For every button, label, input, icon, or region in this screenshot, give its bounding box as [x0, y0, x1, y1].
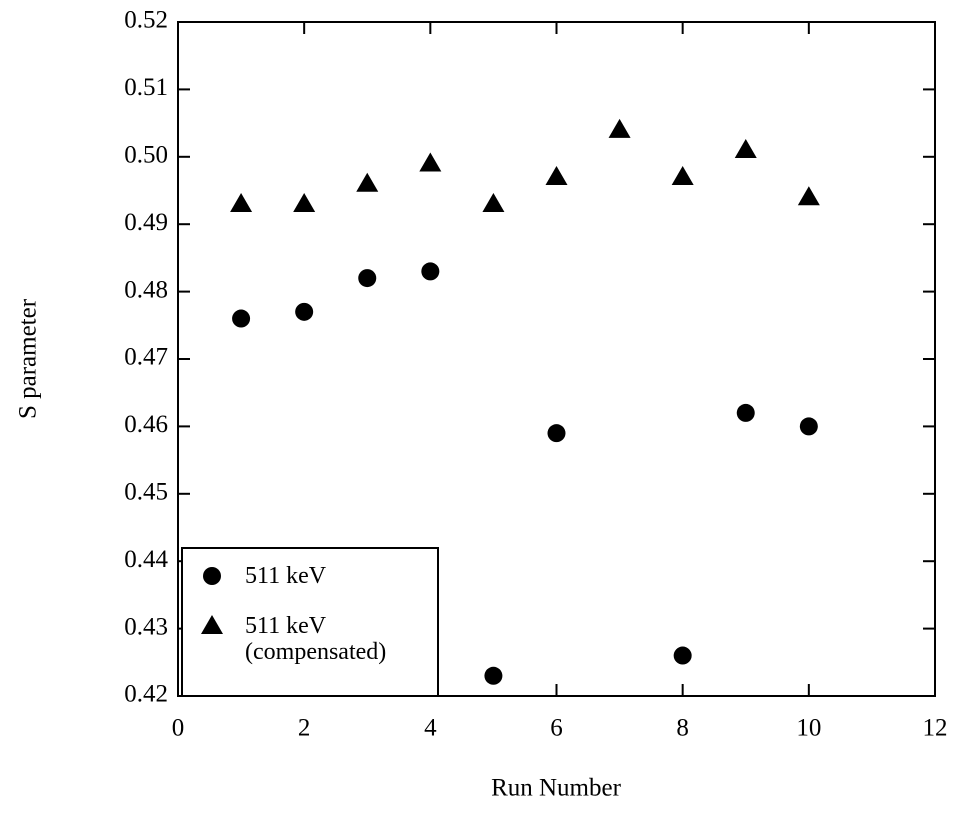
legend-label: 511 keV [245, 563, 327, 589]
x-tick-label: 8 [676, 715, 689, 742]
y-tick-label: 0.44 [124, 546, 168, 573]
marker-triangle [201, 615, 223, 634]
y-tick-label: 0.46 [124, 411, 168, 438]
marker-circle [295, 302, 314, 321]
marker-triangle [356, 172, 379, 192]
x-tick-label: 12 [923, 715, 948, 742]
legend-marker [203, 567, 221, 585]
marker-circle [736, 403, 755, 422]
marker-triangle [230, 192, 253, 212]
marker-circle [358, 269, 377, 288]
y-tick-label: 0.45 [124, 479, 168, 506]
y-axis-label: S parameter [15, 298, 42, 419]
marker-triangle [797, 186, 820, 206]
marker-triangle [293, 192, 316, 212]
y-tick-label: 0.48 [124, 276, 168, 303]
y-tick-label: 0.50 [124, 142, 168, 169]
marker-triangle [608, 118, 631, 138]
marker-circle [203, 567, 221, 585]
marker-circle [421, 262, 440, 281]
marker-triangle [734, 139, 757, 159]
y-tick-label: 0.47 [124, 344, 168, 371]
marker-triangle [545, 166, 568, 186]
marker-triangle [419, 152, 442, 172]
x-tick-label: 10 [796, 715, 821, 742]
y-tick-label: 0.51 [124, 74, 168, 101]
x-tick-label: 4 [424, 715, 437, 742]
marker-triangle [671, 166, 694, 186]
marker-triangle [482, 192, 505, 212]
x-axis-label: Run Number [491, 775, 622, 802]
legend-label: 511 keV (compensated) [245, 613, 387, 665]
legend: 511 keV 511 keV (compensated) [181, 547, 439, 697]
marker-circle [673, 646, 692, 665]
x-tick-label: 0 [172, 715, 185, 742]
marker-circle [484, 666, 503, 685]
x-tick-label: 2 [298, 715, 311, 742]
marker-circle [232, 309, 251, 328]
x-tick-label: 6 [550, 715, 563, 742]
y-tick-label: 0.52 [124, 7, 168, 34]
y-tick-label: 0.49 [124, 209, 168, 236]
y-tick-label: 0.42 [124, 681, 168, 708]
marker-circle [799, 417, 818, 436]
y-tick-label: 0.43 [124, 613, 168, 640]
legend-marker [201, 615, 223, 634]
marker-circle [547, 424, 566, 443]
